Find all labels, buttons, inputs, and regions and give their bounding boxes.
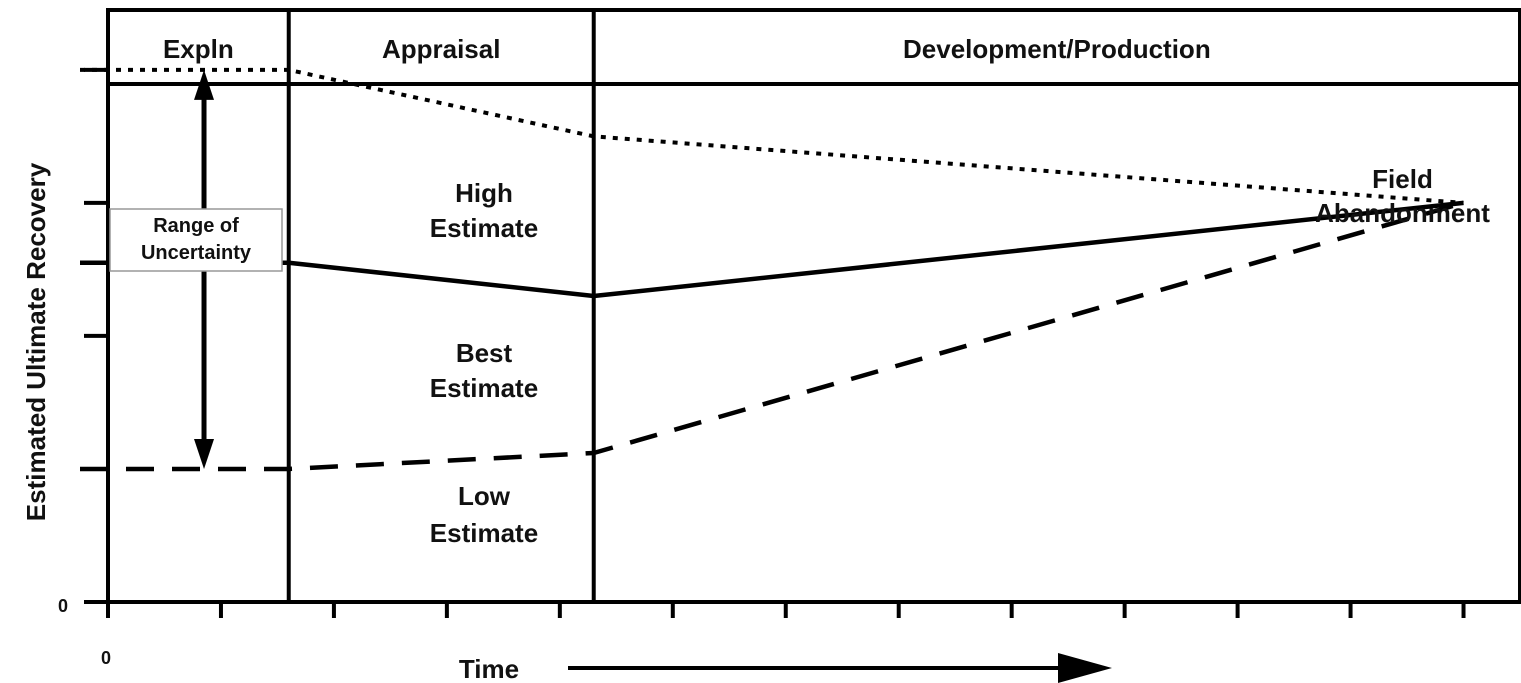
series-label-low-estimate: Estimate [430, 518, 538, 548]
field-abandonment-label: Field [1372, 164, 1433, 194]
y-axis-label: Estimated Ultimate Recovery [21, 162, 51, 521]
phase-label: Expln [163, 34, 234, 64]
range-arrow-head-bottom [194, 438, 215, 469]
series-label-high-estimate: High [455, 178, 513, 208]
series-lines [80, 67, 1465, 472]
series-label-best-estimate: Best [456, 338, 513, 368]
text-labels: Estimated Ultimate Recovery Time 0 0 Exp… [21, 34, 1490, 683]
phase-label: Appraisal [382, 34, 501, 64]
time-arrow-head [1058, 653, 1112, 683]
range-label-box [109, 208, 283, 272]
x-axis-label: Time [459, 654, 519, 683]
field-abandonment-label: Abandonment [1315, 198, 1490, 228]
series-label-low-estimate: Low [458, 481, 511, 511]
chart-frame [106, 8, 1521, 604]
annotations [109, 69, 1112, 683]
plot-border [106, 8, 1521, 604]
series-label-best-estimate: Estimate [430, 373, 538, 403]
range-label-text: Uncertainty [141, 242, 252, 264]
range-label-text: Range of [153, 215, 239, 237]
range-arrow-head-top [194, 69, 215, 100]
series-high-estimate [80, 67, 1464, 205]
series-best-estimate [80, 200, 1464, 299]
series-low-estimate [80, 200, 1465, 472]
phase-label: Development/Production [903, 34, 1211, 64]
series-label-high-estimate: Estimate [430, 213, 538, 243]
axis-ticks [84, 67, 1466, 618]
y-origin-label: 0 [58, 596, 68, 616]
x-origin-label: 0 [101, 648, 111, 668]
